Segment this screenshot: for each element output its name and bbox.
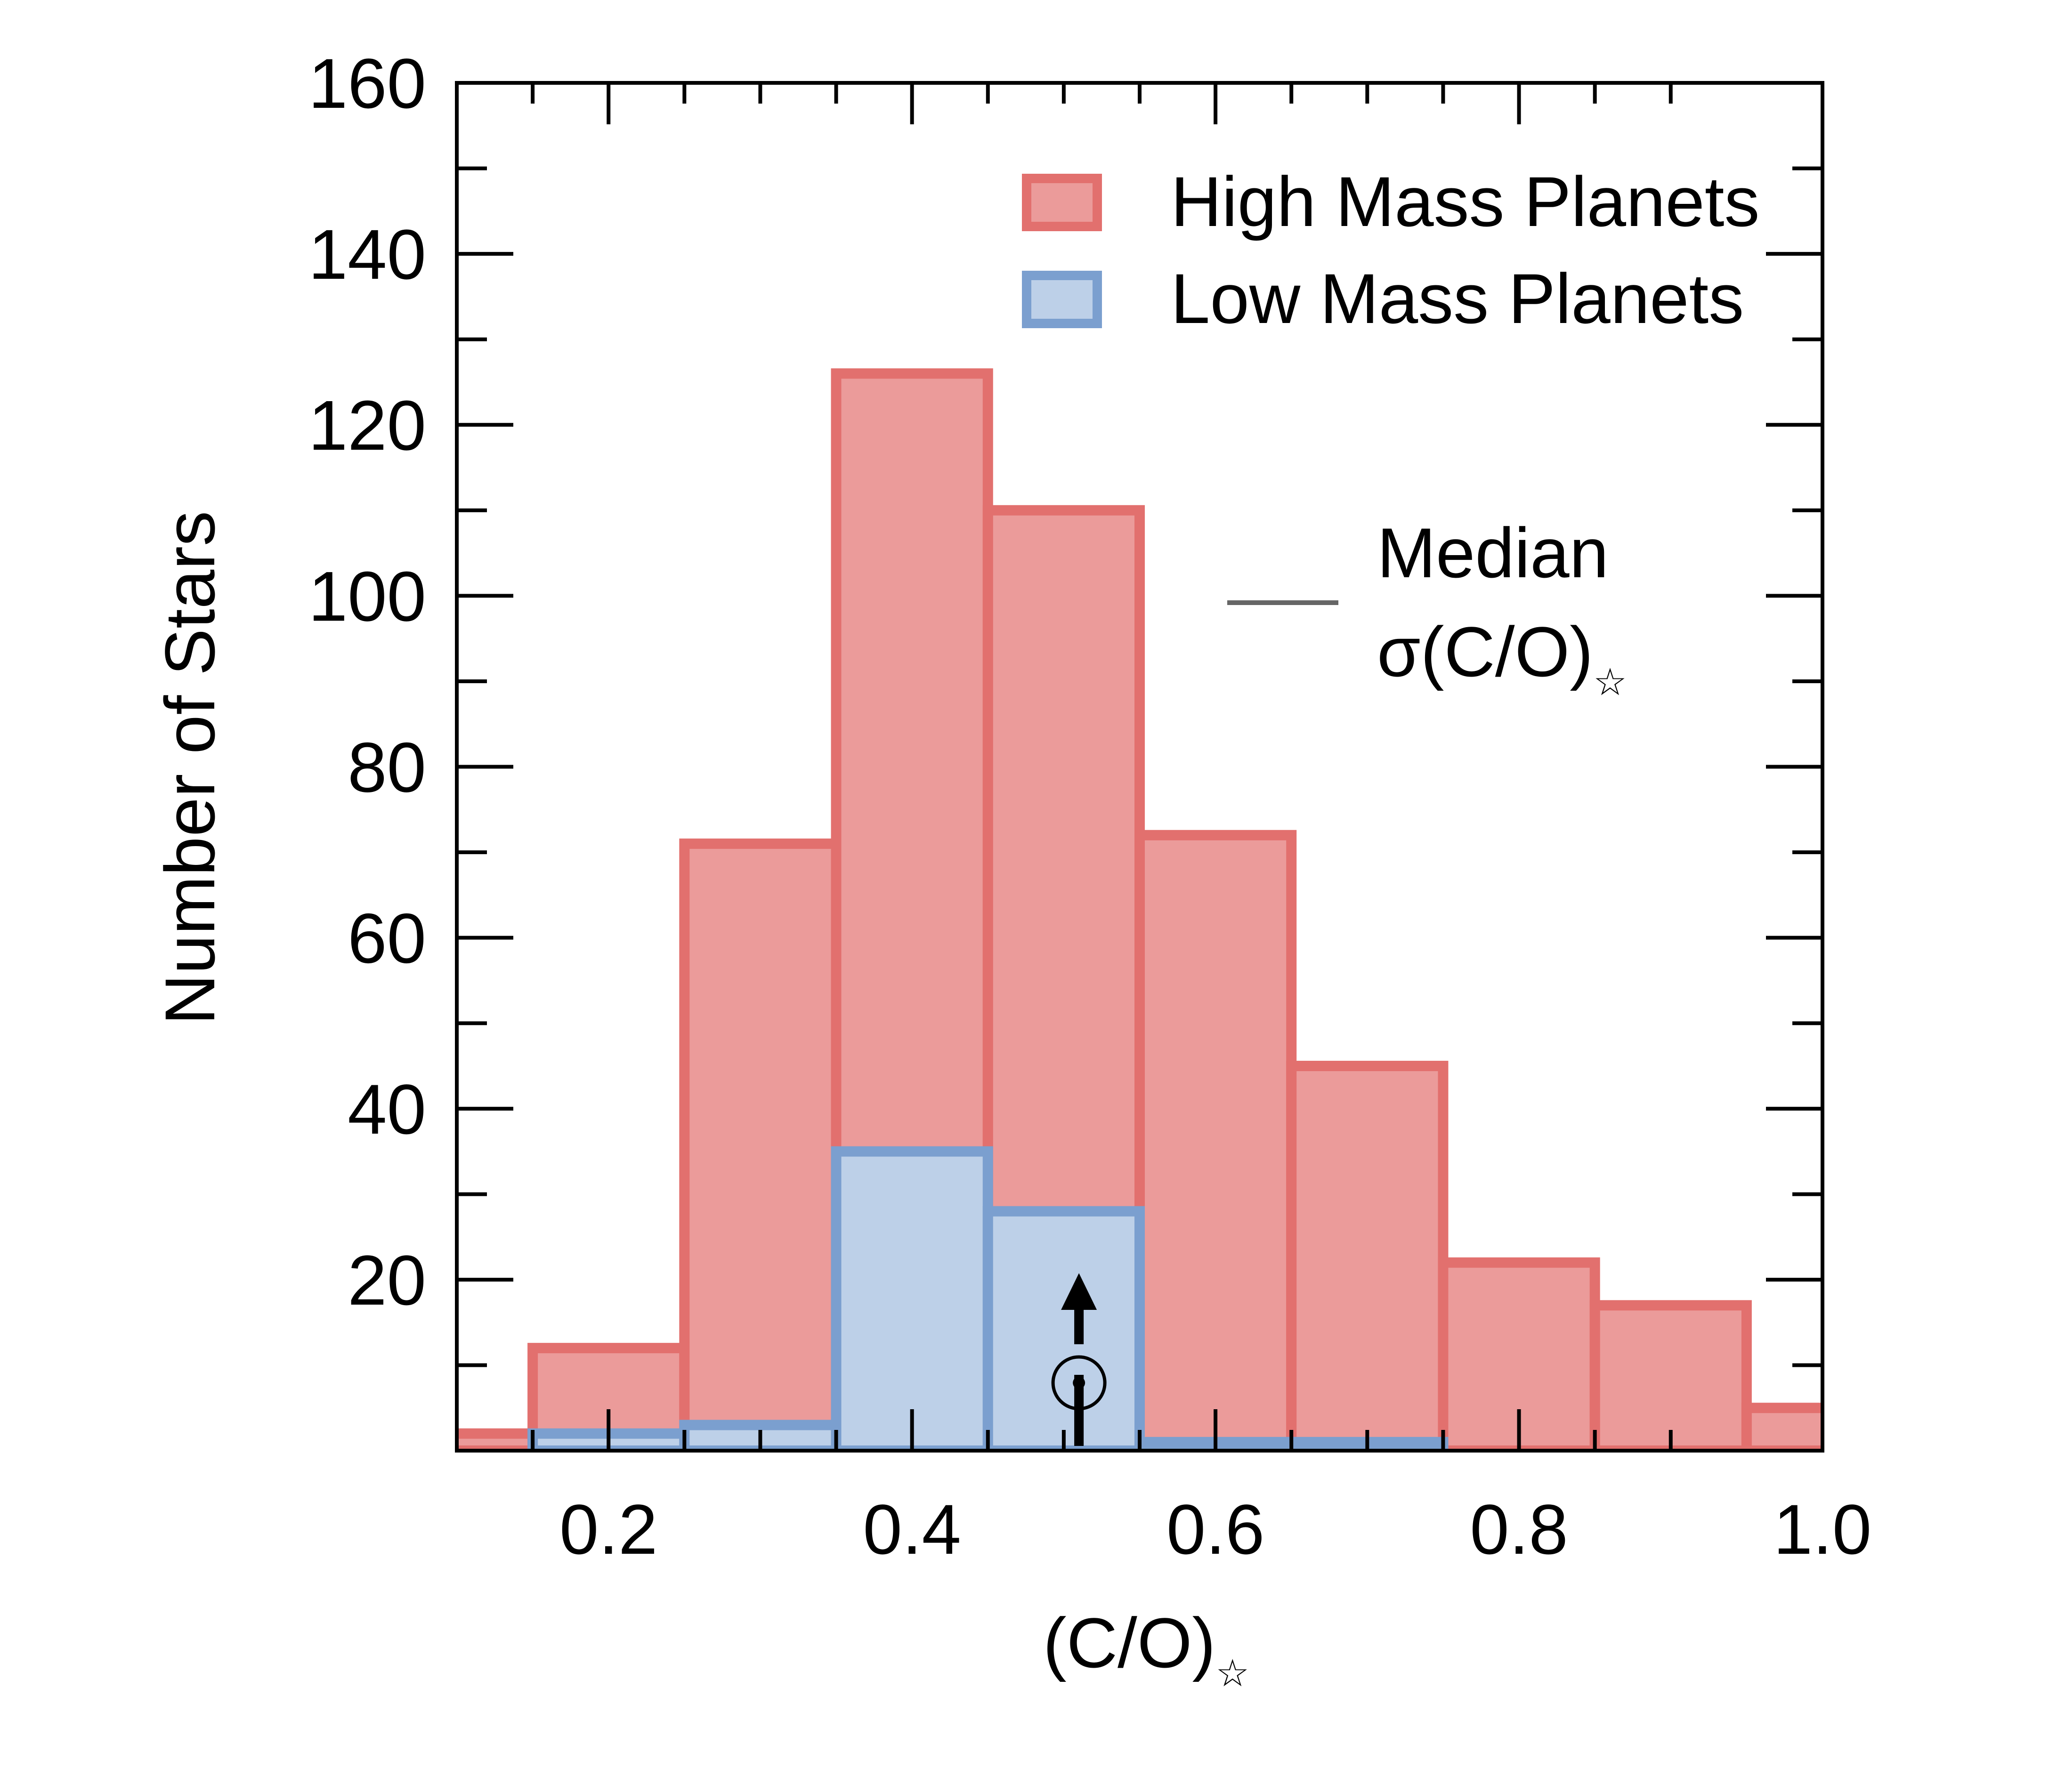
- y-tick-label: 20: [348, 1241, 426, 1320]
- y-tick-label: 60: [348, 899, 426, 978]
- bar: [982, 1206, 1145, 1451]
- x-tick-label: 0.6: [1166, 1490, 1265, 1569]
- solar-marker: [1051, 1273, 1107, 1446]
- x-tick-label: 0.2: [559, 1490, 658, 1569]
- legend: High Mass Planets Low Mass Planets: [1022, 162, 1760, 338]
- y-tick-labels: 20 40 60 80 100 120 140 160: [308, 44, 426, 1320]
- median-label-line2: σ(C/O)☆: [1377, 612, 1627, 703]
- y-tick-label: 80: [348, 728, 426, 807]
- sun-symbol-dot: [1073, 1377, 1085, 1389]
- x-axis-title-subscript: ☆: [1215, 1652, 1249, 1694]
- bar: [679, 838, 842, 1451]
- legend-label: High Mass Planets: [1171, 162, 1760, 241]
- x-tick-label: 0.4: [863, 1490, 961, 1569]
- legend-swatch: [1022, 174, 1102, 231]
- legend-label: Low Mass Planets: [1171, 259, 1744, 338]
- bar: [1589, 1300, 1752, 1451]
- y-tick-label: 100: [308, 557, 426, 636]
- median-label-line1: Median: [1377, 513, 1609, 592]
- y-tick-label: 160: [308, 44, 426, 123]
- sun-symbol-ring: [1051, 1355, 1107, 1411]
- x-tick-label: 1.0: [1774, 1490, 1872, 1569]
- axis-ticks: [455, 83, 1822, 1451]
- arrow-head: [1061, 1273, 1097, 1310]
- legend-swatch: [1022, 271, 1102, 328]
- y-tick-label: 120: [308, 386, 426, 465]
- bars-layer: [457, 368, 1822, 1451]
- bar: [831, 1146, 993, 1451]
- y-axis-title: Number of Stars: [150, 511, 229, 1025]
- median-sigma-indicator: Median σ(C/O)☆: [1227, 513, 1627, 703]
- bar: [1286, 1060, 1449, 1451]
- x-axis-title-main: (C/O): [1043, 1603, 1216, 1682]
- x-tick-label: 0.8: [1470, 1490, 1568, 1569]
- x-axis-title: (C/O)☆: [1043, 1603, 1249, 1694]
- y-tick-label: 40: [348, 1070, 426, 1149]
- bar: [1134, 830, 1297, 1451]
- y-tick-label: 140: [308, 215, 426, 294]
- x-tick-labels: 0.2 0.4 0.6 0.8 1.0: [559, 1490, 1871, 1569]
- median-label-subscript: ☆: [1593, 661, 1627, 703]
- median-label-sigma: σ(C/O): [1377, 612, 1593, 691]
- bar: [1741, 1403, 1822, 1451]
